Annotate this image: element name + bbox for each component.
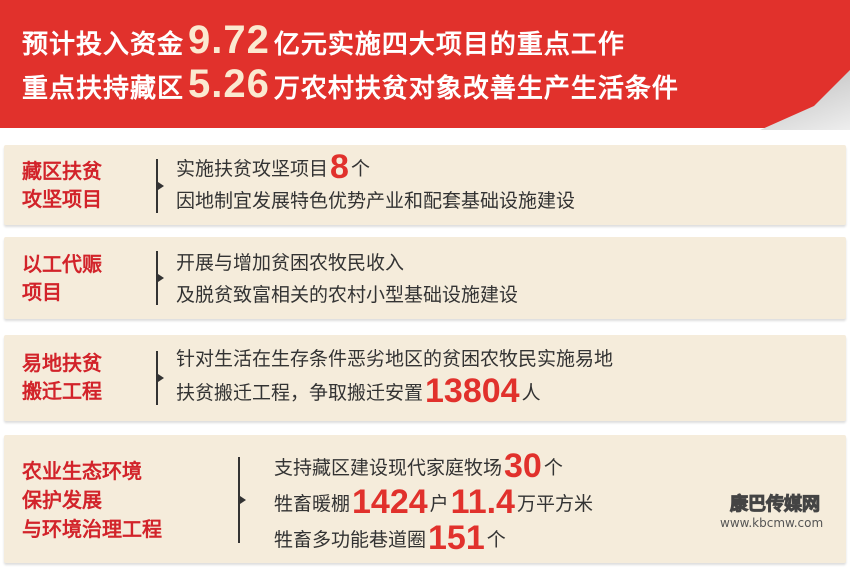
panel-body: 开展与增加贫困农牧民收入 及脱贫致富相关的农村小型基础设施建设 <box>176 247 518 311</box>
arrow-icon <box>148 251 164 305</box>
text: 牲畜多功能巷道圈 <box>274 529 427 551</box>
text: 人 <box>521 382 541 404</box>
label-line: 农业生态环境 <box>22 459 142 483</box>
watermark-name: 康巴传媒网 <box>729 494 820 516</box>
text: 针对生活在生存条件恶劣地区的贫困农牧民实施易地 <box>176 348 614 370</box>
text: 预计投入资金 <box>22 30 185 60</box>
panel-relocation: 易地扶贫搬迁工程 针对生活在生存条件恶劣地区的贫困农牧民实施易地 扶贫搬迁工程，… <box>4 335 846 421</box>
text: 因地制宜发展特色优势产业和配套基础设施建设 <box>176 190 576 212</box>
shed-households: 1424 <box>352 483 428 521</box>
header-line-2: 重点扶持藏区 5.26 万农村扶贫对象改善生产生活条件 <box>22 62 679 107</box>
arrow-icon <box>148 159 164 213</box>
label-line: 保护发展 <box>22 488 102 512</box>
text: 万农村扶贫对象改善生产生活条件 <box>273 74 679 104</box>
header-line-1: 预计投入资金 9.72 亿元实施四大项目的重点工作 <box>22 18 625 63</box>
watermark-logo: 康巴传媒网 www.kbcmw.com <box>610 490 824 531</box>
beneficiary-number: 5.26 <box>188 62 270 106</box>
relocation-count: 13804 <box>425 372 520 410</box>
panel-ecology: 农业生态环境 保护发展 与环境治理工程 支持藏区建设现代家庭牧场30 个 牲畜暖棚14… <box>4 435 846 563</box>
panel-work-relief: 以工代赈项目 开展与增加贫困农牧民收入 及脱贫致富相关的农村小型基础设施建设 <box>4 237 846 319</box>
investment-number: 9.72 <box>188 18 270 62</box>
ranch-count: 30 <box>504 447 542 485</box>
text: 万平方米 <box>516 493 593 515</box>
arrow-icon <box>230 457 246 543</box>
text: 个 <box>350 158 370 180</box>
label-line: 攻坚项目 <box>22 187 102 211</box>
text: 户 <box>429 493 449 515</box>
text: 实施扶贫攻坚项目 <box>176 158 329 180</box>
project-count: 8 <box>330 148 349 186</box>
text: 个 <box>543 457 563 479</box>
text: 重点扶持藏区 <box>22 74 185 104</box>
watermark-url: www.kbcmw.com <box>720 516 824 530</box>
panel-label: 农业生态环境 保护发展与环境治理工程 <box>22 457 162 544</box>
panel-label: 藏区扶贫 攻坚项目 <box>22 157 102 213</box>
text: 牲畜暖棚 <box>274 493 351 515</box>
panel-body: 针对生活在生存条件恶劣地区的贫困农牧民实施易地 扶贫搬迁工程，争取搬迁安置138… <box>176 343 613 409</box>
text: 扶贫搬迁工程，争取搬迁安置 <box>176 382 424 404</box>
text: 亿元实施四大项目的重点工作 <box>273 30 625 60</box>
label-line: 易地扶贫 <box>22 351 102 375</box>
text: 支持藏区建设现代家庭牧场 <box>274 457 503 479</box>
panel-label: 易地扶贫 搬迁工程 <box>22 349 102 405</box>
label-line: 以工代赈 <box>22 252 102 276</box>
text: 个 <box>486 529 506 551</box>
panel-label: 以工代赈 项目 <box>22 250 102 306</box>
label-line: 项目 <box>22 280 62 304</box>
arrow-icon <box>148 351 164 405</box>
shed-area: 11.4 <box>450 483 515 521</box>
panel-poverty-projects: 藏区扶贫攻坚项目 实施扶贫攻坚项目8 个 因地制宜发展特色优势产业和配套基础设施建… <box>4 145 846 225</box>
label-line: 搬迁工程 <box>22 379 102 403</box>
header-banner <box>0 0 850 128</box>
panel-body: 支持藏区建设现代家庭牧场30 个 牲畜暖棚1424 户11.4 万平方米 牲畜多功能巷… <box>274 449 593 557</box>
text: 开展与增加贫困农牧民收入 <box>176 252 405 274</box>
label-line: 与环境治理工程 <box>22 517 162 541</box>
text: 及脱贫致富相关的农村小型基础设施建设 <box>176 284 519 306</box>
panel-body: 实施扶贫攻坚项目8 个 因地制宜发展特色优势产业和配套基础设施建设 <box>176 148 576 217</box>
label-line: 藏区扶贫 <box>22 159 102 183</box>
pen-count: 151 <box>428 519 485 557</box>
